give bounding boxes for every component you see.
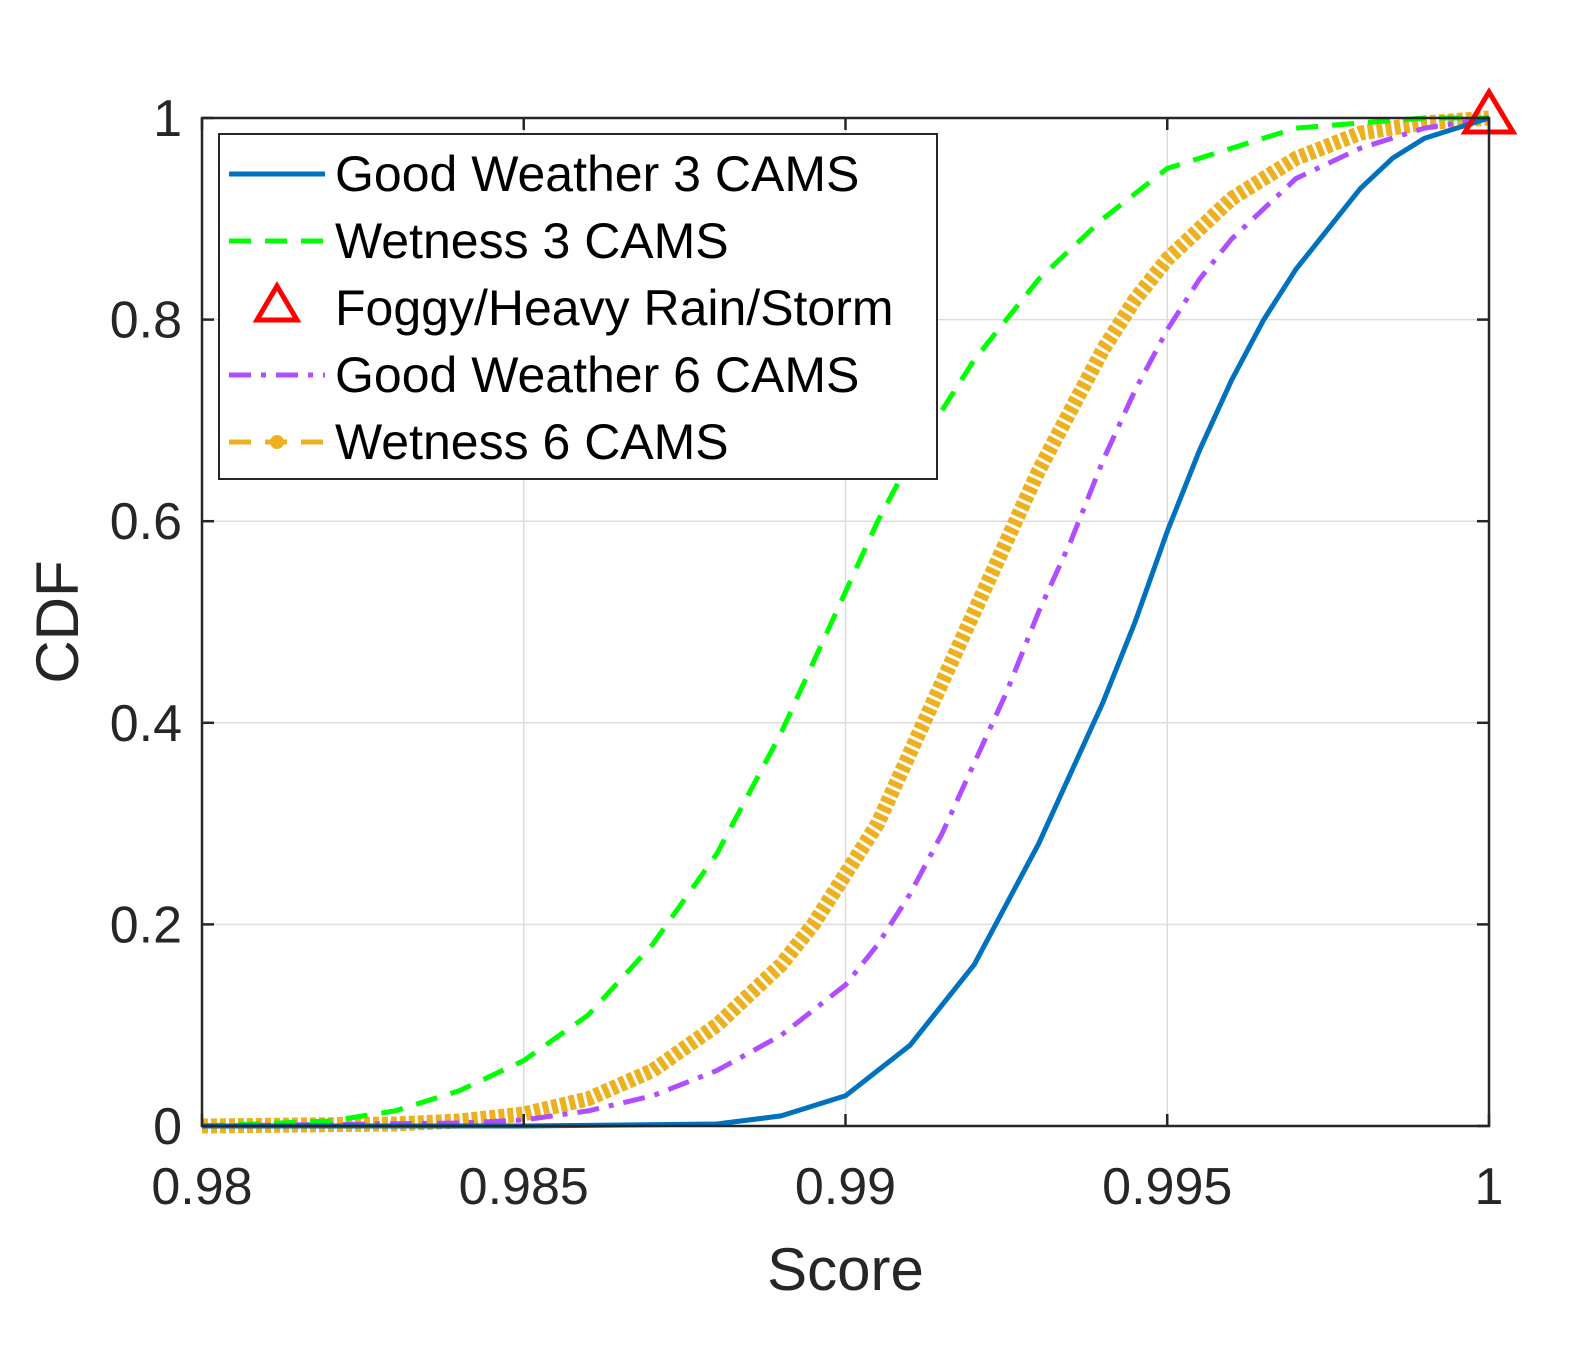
legend-marker	[270, 435, 284, 449]
x-tick-label: 0.99	[795, 1158, 896, 1216]
series-line-good-weather-6-cams	[201, 115, 1490, 1129]
y-tick-label: 0.4	[110, 695, 182, 753]
y-tick-label: 0	[153, 1098, 182, 1156]
y-tick-label: 0.2	[110, 896, 182, 954]
series-line-good-weather-3-cams	[202, 115, 1490, 1129]
y-tick-label: 0.6	[110, 493, 182, 551]
y-axis-title: CDF	[24, 560, 91, 683]
legend-label: Foggy/Heavy Rain/Storm	[335, 280, 894, 336]
series-line-wetness-3-cams	[201, 115, 1489, 1129]
legend-entry-good-weather-3-cams: Good Weather 3 CAMS	[229, 146, 859, 202]
legend-entry-good-weather-6-cams: Good Weather 6 CAMS	[229, 347, 859, 403]
x-tick-label: 0.98	[151, 1158, 252, 1216]
legend-entry-wetness-6-cams: Wetness 6 CAMS	[229, 414, 729, 470]
legend-label: Wetness 3 CAMS	[335, 213, 729, 269]
legend-entry-wetness-3-cams: Wetness 3 CAMS	[229, 213, 729, 269]
legend-label: Good Weather 3 CAMS	[335, 146, 859, 202]
legend: Good Weather 3 CAMS Wetness 3 CAMS Foggy/H…	[218, 133, 938, 480]
legend-box	[218, 133, 938, 480]
legend-label: Wetness 6 CAMS	[335, 414, 729, 470]
y-tick-label: 1	[153, 90, 182, 148]
series-layer	[201, 87, 1518, 1134]
x-axis-title: Score	[767, 1236, 924, 1303]
legend-entry-foggy-heavy-rain-storm: Foggy/Heavy Rain/Storm	[252, 280, 894, 336]
series-line-wetness-6-cams	[201, 110, 1490, 1134]
x-tick-label: 0.985	[459, 1158, 589, 1216]
x-tick-label: 1	[1475, 1158, 1504, 1216]
ticks: 0.98 0.985 0.99 0.995 1 0 0.2 0.4 0.6 0.8 1	[110, 90, 1504, 1216]
legend-entries: Good Weather 3 CAMS Wetness 3 CAMS Foggy/H…	[229, 146, 894, 470]
legend-swatch	[252, 281, 302, 323]
x-tick-label: 0.995	[1102, 1158, 1232, 1216]
y-tick-label: 0.8	[110, 292, 182, 350]
legend-label: Good Weather 6 CAMS	[335, 347, 859, 403]
